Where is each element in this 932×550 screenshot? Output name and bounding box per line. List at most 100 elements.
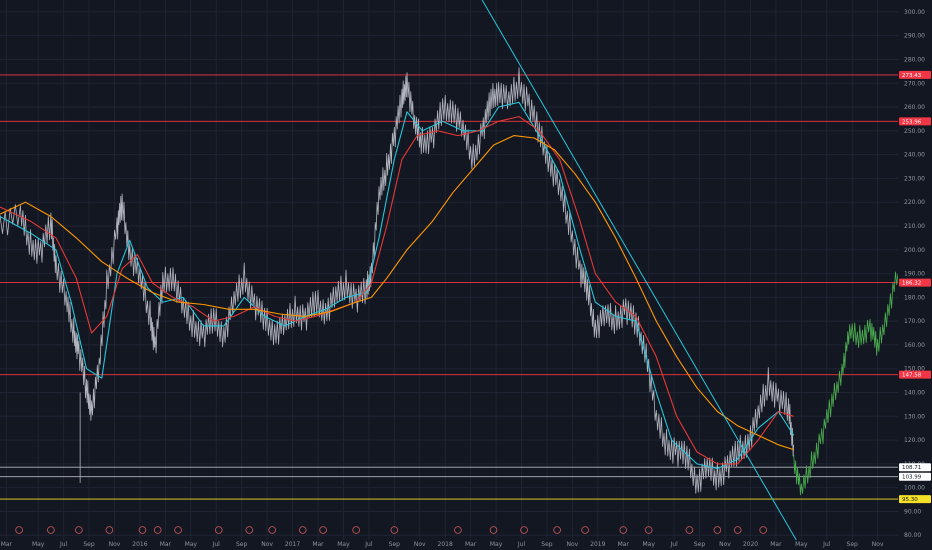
- y-tick-label: 230.00: [904, 175, 925, 182]
- x-tick-label: Nov: [414, 541, 426, 548]
- event-marker-icon[interactable]: [454, 526, 462, 534]
- event-marker-icon[interactable]: [759, 526, 767, 534]
- event-marker-icon[interactable]: [174, 526, 182, 534]
- event-marker-icon[interactable]: [298, 526, 307, 534]
- event-marker-icon[interactable]: [153, 526, 162, 534]
- x-tick-label: Nov: [261, 541, 273, 548]
- y-tick-label: 200.00: [904, 247, 925, 254]
- series-moving-average-fast: [0, 101, 795, 470]
- x-tick-label: Sep: [389, 541, 401, 548]
- price-badge-label: 253.96: [902, 119, 922, 125]
- x-tick-label: 2019: [590, 541, 605, 548]
- x-tick-label: Nov: [872, 541, 884, 548]
- event-marker-icon[interactable]: [319, 526, 327, 534]
- event-marker-icon[interactable]: [352, 526, 360, 534]
- event-marker-icon[interactable]: [15, 526, 23, 534]
- x-tick-label: May: [642, 541, 655, 548]
- y-tick-label: 130.00: [904, 413, 925, 420]
- price-badge: [899, 370, 931, 379]
- series-lines: [0, 67, 899, 496]
- x-tick-label: Mar: [465, 541, 477, 548]
- x-tick-label: May: [795, 541, 808, 548]
- series-moving-average-slow: [0, 135, 794, 451]
- y-tick-label: 120.00: [904, 437, 925, 444]
- x-tick-label: Jul: [59, 541, 68, 548]
- x-tick-label: Jul: [822, 541, 831, 548]
- series-moving-average-mid: [0, 116, 794, 465]
- event-marker-icon[interactable]: [105, 526, 114, 534]
- x-tick-label: Mar: [1, 541, 13, 548]
- x-tick-label: 2018: [438, 541, 453, 548]
- x-axis: Mar May Jul Sep Nov 2016 Mar May Jul Sep Nov 2017 Ma…: [1, 541, 884, 548]
- y-axis: 300.00 290.00 280.00 270.00 260.00 250.00 240.…: [898, 0, 932, 550]
- y-tick-label: 300.00: [904, 9, 925, 16]
- event-marker-icon[interactable]: [733, 526, 742, 534]
- event-marker-icon[interactable]: [390, 526, 399, 534]
- price-badge: [899, 463, 931, 472]
- price-badge-label: 95.30: [902, 497, 918, 503]
- y-tick-label: 190.00: [904, 271, 925, 278]
- event-marker-icon[interactable]: [138, 526, 147, 534]
- event-marker-icon[interactable]: [268, 526, 276, 534]
- x-tick-label: Mar: [160, 541, 172, 548]
- y-tick-label: 160.00: [904, 342, 925, 349]
- x-tick-label: 2020: [743, 541, 758, 548]
- price-badges: 273.43 253.96 186.32 147.58 108.71 103.99 95.3…: [899, 70, 931, 504]
- price-badge: [899, 70, 931, 79]
- y-tick-label: 150.00: [904, 366, 925, 373]
- y-tick-label: 170.00: [904, 318, 925, 325]
- event-marker-icon[interactable]: [214, 526, 223, 534]
- x-tick-label: May: [490, 541, 503, 548]
- series-projection: [793, 271, 899, 496]
- x-tick-label: Mar: [618, 541, 630, 548]
- y-tick-label: 280.00: [904, 56, 925, 63]
- x-tick-label: Sep: [694, 541, 706, 548]
- event-marker-icon[interactable]: [553, 526, 561, 534]
- event-marker-icon[interactable]: [581, 526, 589, 534]
- price-badge-label: 103.99: [902, 475, 922, 481]
- x-tick-label: Sep: [847, 541, 859, 548]
- event-marker-icon[interactable]: [685, 526, 694, 534]
- price-badge: [899, 117, 931, 126]
- x-tick-label: May: [32, 541, 45, 548]
- y-tick-label: 90.00: [904, 508, 921, 515]
- x-tick-label: Sep: [236, 541, 248, 548]
- y-tick-label: 270.00: [904, 80, 925, 87]
- y-tick-label: 220.00: [904, 199, 925, 206]
- x-tick-label: 2017: [285, 541, 300, 548]
- y-tick-label: 100.00: [904, 485, 925, 492]
- x-tick-label: Nov: [719, 541, 731, 548]
- event-markers[interactable]: [15, 526, 767, 534]
- event-marker-icon[interactable]: [489, 526, 498, 534]
- x-tick-label: Jul: [517, 541, 526, 548]
- event-marker-icon[interactable]: [644, 526, 653, 534]
- price-badge-label: 147.58: [902, 373, 922, 379]
- y-tick-label: 260.00: [904, 104, 925, 111]
- event-marker-icon[interactable]: [713, 526, 722, 534]
- y-tick-label: 210.00: [904, 223, 925, 230]
- x-tick-label: May: [337, 541, 350, 548]
- price-badge-label: 108.71: [902, 465, 921, 471]
- y-tick-label: 140.00: [904, 390, 925, 397]
- event-marker-icon[interactable]: [245, 526, 254, 534]
- y-tick-label: 180.00: [904, 294, 925, 301]
- price-badge: [899, 472, 931, 481]
- x-tick-label: Nov: [567, 541, 579, 548]
- trendline-group[interactable]: [481, 0, 797, 541]
- x-tick-label: Mar: [770, 541, 782, 548]
- event-marker-icon[interactable]: [520, 526, 528, 534]
- y-axis-background: [898, 0, 932, 550]
- price-badge: [899, 278, 931, 287]
- price-badge-label: 186.32: [902, 281, 921, 287]
- event-marker-icon[interactable]: [75, 526, 83, 534]
- y-tick-label: 240.00: [904, 152, 925, 159]
- y-tick-label: 80.00: [904, 532, 921, 539]
- x-tick-label: Sep: [83, 541, 95, 548]
- horizontal-levels[interactable]: [0, 74, 898, 500]
- trendline[interactable]: [481, 0, 797, 541]
- event-marker-icon[interactable]: [619, 526, 628, 534]
- event-marker-icon[interactable]: [47, 526, 55, 534]
- x-tick-label: 2016: [132, 541, 147, 548]
